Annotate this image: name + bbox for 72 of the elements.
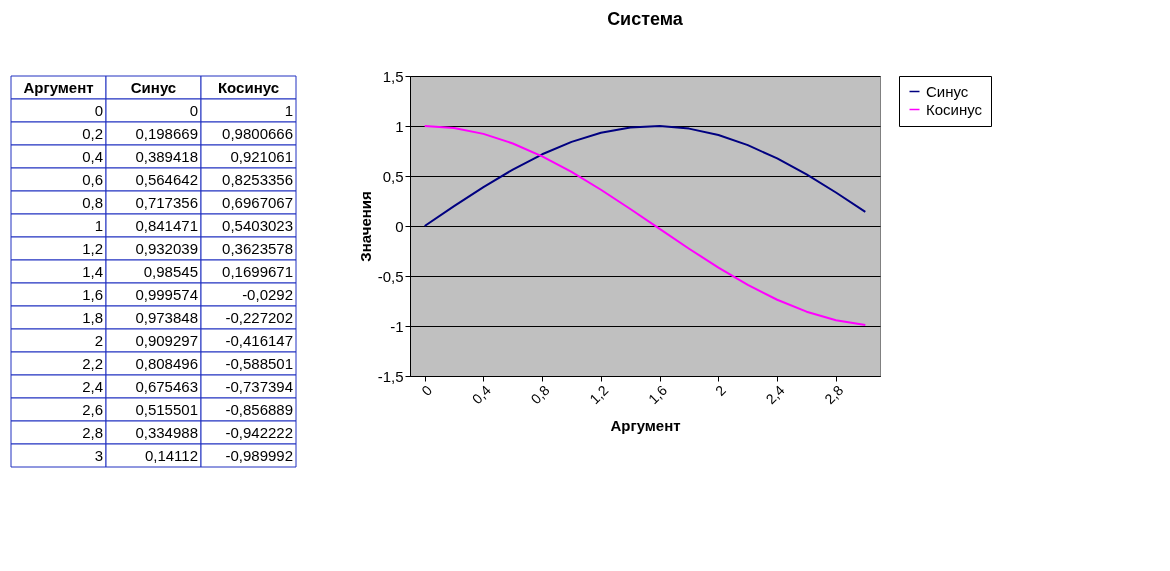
text: 0,999574 [135,285,198,303]
text: -0,856889 [225,400,293,418]
x-tick-label: 0,8 [527,381,553,408]
text: 2,2 [82,354,103,372]
text: Косинус [217,78,280,96]
x-tick-label: 1,6 [645,381,671,408]
text: -0,227202 [225,308,293,326]
x-tick-label: 0 [418,381,436,399]
line-series [423,125,867,326]
y-tick-label: 1,5 [382,67,404,85]
x-tick-label: 2,8 [821,381,847,408]
text: 0 [189,101,198,119]
text: 0,4 [82,147,103,165]
y-tick-label: -1 [390,317,404,335]
text: 2 [94,331,103,349]
text: 0,515501 [135,400,198,418]
text: 0,1699671 [222,262,293,280]
text: -0,416147 [225,331,293,349]
y-axis-title: Значения [356,191,374,262]
text: 1,4 [82,262,103,280]
text: 0,389418 [135,147,198,165]
text: Аргумент [23,78,94,96]
text: 1,6 [82,285,103,303]
text: 1,8 [82,308,103,326]
x-axis-title: Аргумент [610,417,681,435]
text: 0,8 [82,193,103,211]
text: 0,932039 [135,239,198,257]
text: -0,942222 [225,423,293,441]
text: 1 [94,216,103,234]
text: 2,6 [82,400,103,418]
text: 0,14112 [144,446,198,464]
text: 0,6 [82,170,103,188]
y-tick-label: 0,5 [382,167,404,185]
y-tick-label: -0,5 [377,267,404,285]
text: 2,8 [82,423,103,441]
legend-label: Синус [926,82,969,100]
text: 0,808496 [135,354,198,372]
text: 1 [284,101,293,119]
text: 0 [94,101,103,119]
text: 0,841471 [135,216,198,234]
text: 0,973848 [135,308,198,326]
text: 3 [94,446,103,464]
x-tick-label: 0,4 [468,381,494,408]
legend-label: Косинус [926,100,983,118]
x-tick-label: 1,2 [586,381,612,408]
text: 0,6967067 [222,193,293,211]
y-tick-label: 1 [395,117,404,135]
y-tick-label: 0 [395,217,404,235]
x-tick-label: 2,4 [762,381,788,408]
text: 0,8253356 [222,170,293,188]
text: Синус [130,78,177,96]
x-tick-label: 2 [712,381,729,399]
text: 0,334988 [135,423,198,441]
text: 0,5403023 [222,216,293,234]
text: 0,675463 [135,377,198,395]
text: 0,98545 [143,262,198,280]
text: -0,989992 [225,446,293,464]
text: 0,564642 [135,170,198,188]
text: 0,2 [82,124,103,142]
text: -0,0292 [242,285,293,303]
text: 1,2 [82,239,103,257]
text: 0,909297 [135,331,198,349]
y-tick-label: -1,5 [377,367,404,385]
text: 0,3623578 [222,239,293,257]
text: 0,198669 [135,124,198,142]
line-series [423,125,867,227]
text: 0,921061 [230,147,293,165]
chart-title: Система [607,9,684,29]
text: -0,737394 [225,377,293,395]
text: -0,588501 [225,354,293,372]
text: 0,717356 [135,193,198,211]
text: 0,9800666 [222,124,293,142]
